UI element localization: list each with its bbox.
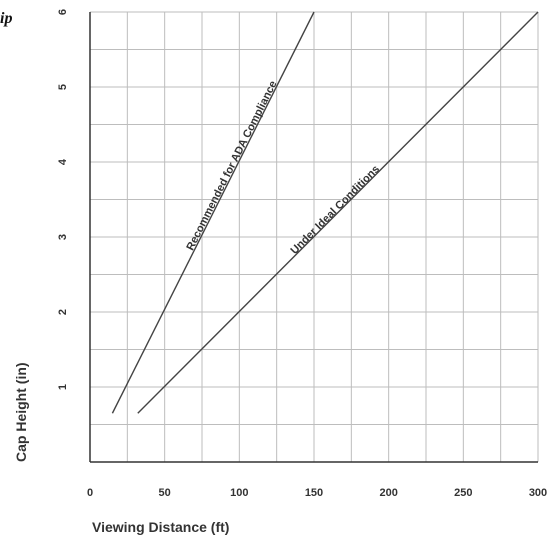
series-line bbox=[137, 11, 539, 414]
x-tick-label: 250 bbox=[454, 487, 472, 499]
x-tick-label: 0 bbox=[87, 487, 93, 499]
series-lines bbox=[111, 11, 539, 414]
y-tick-label: 4 bbox=[57, 158, 69, 165]
x-tick-label: 150 bbox=[305, 487, 323, 499]
series-labels: Recommended for ADA Compliance Under Idea… bbox=[184, 79, 382, 257]
series-label: Under Ideal Conditions bbox=[289, 163, 383, 257]
y-tick-label: 6 bbox=[57, 9, 69, 15]
y-tick-label: 5 bbox=[57, 84, 69, 90]
x-tick-label: 50 bbox=[159, 487, 171, 499]
y-tick-label: 1 bbox=[57, 384, 69, 390]
x-tick-label: 200 bbox=[379, 487, 397, 499]
x-tick-label: 100 bbox=[230, 487, 248, 499]
corner-text: ip bbox=[0, 10, 13, 27]
y-axis-title: Cap Height (in) bbox=[13, 362, 29, 462]
tick-labels: 0 50 100 150 200 250 300 1 2 3 4 5 6 bbox=[57, 9, 547, 499]
axes bbox=[89, 12, 538, 463]
x-axis-title: Viewing Distance (ft) bbox=[92, 519, 229, 535]
grid bbox=[89, 11, 539, 463]
y-tick-label: 3 bbox=[57, 234, 69, 240]
series-label: Recommended for ADA Compliance bbox=[184, 79, 279, 252]
x-tick-label: 300 bbox=[529, 487, 547, 499]
series-line bbox=[111, 11, 315, 414]
y-tick-label: 2 bbox=[57, 309, 69, 315]
